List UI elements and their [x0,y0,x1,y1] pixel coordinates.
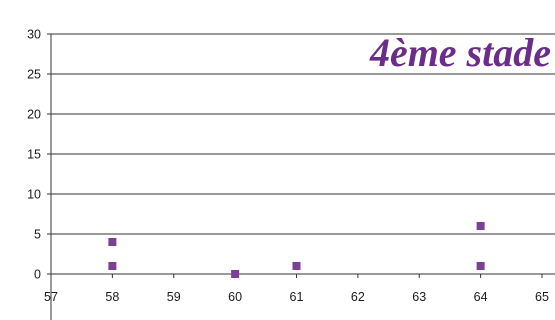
data-points [108,222,485,278]
y-tick-label: 30 [27,28,41,42]
data-point-5 [476,262,485,270]
data-point-1 [108,262,117,270]
y-tick-label: 20 [27,108,41,122]
chart-title: 4ème stade [369,30,551,75]
data-point-0 [108,238,117,246]
data-point-2 [231,270,240,278]
x-tick-label: 65 [535,290,549,304]
x-tick-label: 63 [412,290,426,304]
x-tick-label: 58 [105,290,119,304]
x-tick-label: 62 [351,290,365,304]
y-tick-label: 5 [34,228,41,242]
x-tick-label: 59 [167,290,181,304]
x-tick-label: 57 [44,290,58,304]
y-tick-label: 10 [27,188,41,202]
data-point-4 [476,222,485,230]
y-tick-label: 15 [27,148,41,162]
data-point-3 [292,262,301,270]
y-tick-label: 0 [34,268,41,282]
tick-labels: 0 5 10 15 20 25 30 57 58 59 60 61 62 63 64 65 [27,28,549,305]
axes [47,33,555,320]
x-tick-label: 61 [290,290,304,304]
y-tick-label: 25 [27,68,41,82]
x-tick-label: 64 [474,290,488,304]
x-tick-label: 60 [228,290,242,304]
grid-lines [51,33,555,235]
